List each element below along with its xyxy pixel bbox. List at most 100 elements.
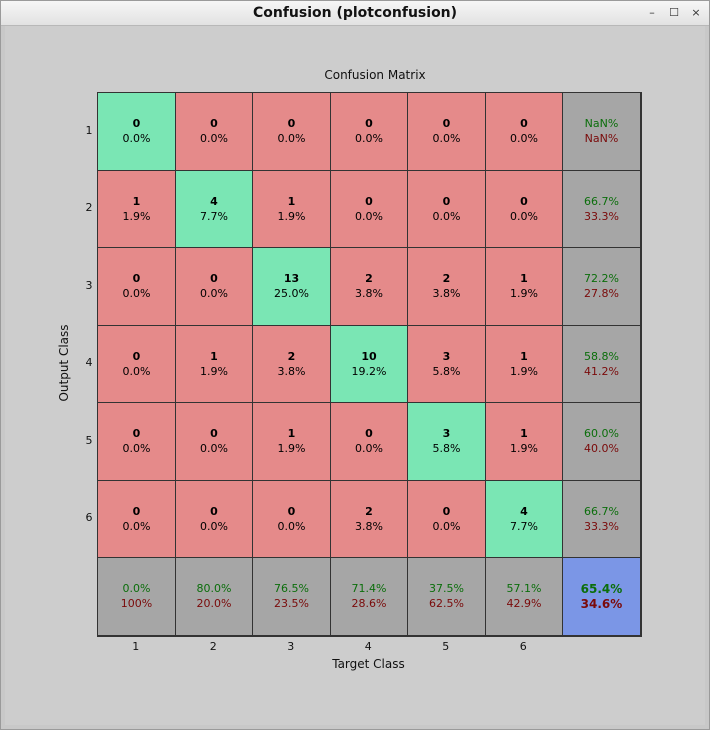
matrix-cell: 0 0.0% (176, 481, 253, 558)
row-correct-rate: 60.0% (584, 427, 619, 440)
matrix-cell: 2 3.8% (331, 248, 408, 326)
row-error-rate: 27.8% (584, 287, 619, 300)
cell-percent: 0.0% (122, 287, 151, 300)
matrix-cell: 1 1.9% (176, 326, 253, 403)
row-error-rate: 41.2% (584, 365, 619, 378)
matrix-cell: 2 3.8% (408, 248, 486, 326)
column-error-rate: 62.5% (429, 597, 464, 610)
cell-count: 0 (365, 195, 373, 208)
cell-percent: 0.0% (510, 210, 538, 223)
row-correct-rate: 66.7% (584, 505, 619, 518)
x-tick-label: 6 (519, 640, 527, 653)
column-correct-rate: 37.5% (429, 582, 464, 595)
cell-count: 0 (442, 505, 451, 518)
cell-count: 13 (283, 272, 300, 285)
matrix-cell: 2 3.8% (253, 326, 331, 403)
cell-percent: 0.0% (355, 210, 383, 223)
row-summary-cell: 66.7% 33.3% (563, 171, 641, 248)
matrix-cell: 4 7.7% (486, 481, 563, 558)
matrix-cell: 0 0.0% (98, 481, 176, 558)
row-correct-rate: 72.2% (584, 272, 619, 285)
cell-count: 0 (287, 117, 296, 130)
column-correct-rate: 80.0% (196, 582, 232, 595)
row-summary-cell: 58.8% 41.2% (563, 326, 641, 403)
column-summary-cell: 71.4% 28.6% (331, 558, 408, 636)
row-correct-rate: 66.7% (584, 195, 619, 208)
y-tick-label: 1 (85, 123, 93, 137)
cell-percent: 1.9% (510, 287, 538, 300)
y-tick-label: 6 (85, 511, 93, 525)
matrix-cell: 0 0.0% (253, 93, 331, 171)
cell-count: 0 (132, 350, 141, 363)
column-correct-rate: 76.5% (274, 582, 309, 595)
matrix-cell: 0 0.0% (176, 248, 253, 326)
cell-count: 0 (365, 117, 373, 130)
cell-percent: 0.0% (277, 132, 306, 145)
cell-count: 0 (132, 117, 141, 130)
cell-percent: 0.0% (432, 520, 461, 533)
cell-count: 0 (520, 195, 528, 208)
overall-accuracy-cell: 65.4% 34.6% (563, 558, 641, 636)
matrix-cell: 0 0.0% (176, 93, 253, 171)
cell-count: 0 (520, 117, 528, 130)
column-error-rate: 28.6% (351, 597, 387, 610)
column-error-rate: 20.0% (196, 597, 232, 610)
cell-percent: 1.9% (277, 210, 306, 223)
cell-percent: 0.0% (432, 210, 461, 223)
cell-percent: 0.0% (200, 132, 228, 145)
title-bar[interactable]: Confusion (plotconfusion) – ☐ × (1, 1, 709, 26)
cell-count: 10 (361, 350, 377, 363)
x-tick-label: 3 (287, 640, 295, 653)
y-tick-label: 5 (85, 433, 93, 447)
x-tick-label: 2 (209, 640, 217, 653)
maximize-button[interactable]: ☐ (669, 6, 679, 19)
row-summary-cell: NaN% NaN% (563, 93, 641, 171)
row-error-rate: 33.3% (584, 210, 619, 223)
cell-percent: 1.9% (122, 210, 151, 223)
row-error-rate: 33.3% (584, 520, 619, 533)
matrix-cell: 0 0.0% (486, 171, 563, 248)
cell-percent: 0.0% (200, 520, 228, 533)
column-summary-cell: 37.5% 62.5% (408, 558, 486, 636)
matrix-cell: 0 0.0% (486, 93, 563, 171)
cell-count: 1 (287, 427, 296, 440)
cell-percent: 7.7% (510, 520, 538, 533)
cell-percent: 25.0% (274, 287, 309, 300)
matrix-cell: 1 1.9% (486, 326, 563, 403)
cell-count: 3 (442, 427, 451, 440)
cell-percent: 0.0% (200, 442, 228, 455)
matrix-cell: 10 19.2% (331, 326, 408, 403)
row-summary-cell: 72.2% 27.8% (563, 248, 641, 326)
matrix-cell: 1 1.9% (253, 403, 331, 481)
matrix-cell: 1 1.9% (486, 248, 563, 326)
cell-count: 2 (365, 272, 373, 285)
cell-count: 1 (520, 350, 528, 363)
y-tick-label: 3 (85, 278, 93, 292)
cell-percent: 5.8% (432, 442, 461, 455)
cell-count: 0 (365, 427, 373, 440)
matrix-cell: 0 0.0% (98, 326, 176, 403)
cell-count: 1 (287, 195, 296, 208)
cell-count: 1 (132, 195, 141, 208)
matrix-cell: 0 0.0% (331, 171, 408, 248)
cell-percent: 3.8% (355, 520, 383, 533)
cell-count: 4 (210, 195, 218, 208)
row-summary-cell: 66.7% 33.3% (563, 481, 641, 558)
matrix-cell: 13 25.0% (253, 248, 331, 326)
matrix-cell: 3 5.8% (408, 403, 486, 481)
cell-percent: 19.2% (351, 365, 387, 378)
column-correct-rate: 57.1% (506, 582, 542, 595)
chart-title: Confusion Matrix (324, 68, 426, 82)
cell-percent: 1.9% (277, 442, 306, 455)
cell-count: 0 (132, 272, 141, 285)
matrix-cell: 1 1.9% (98, 171, 176, 248)
cell-percent: 0.0% (510, 132, 538, 145)
minimize-button[interactable]: – (649, 6, 655, 19)
matrix-cell: 3 5.8% (408, 326, 486, 403)
cell-percent: 3.8% (355, 287, 383, 300)
cell-count: 1 (520, 272, 528, 285)
cell-percent: 3.8% (277, 365, 306, 378)
close-button[interactable]: × (691, 6, 701, 19)
figure-canvas: Confusion Matrix Output Class 0 0.0% 0 0.0%… (5, 26, 705, 725)
